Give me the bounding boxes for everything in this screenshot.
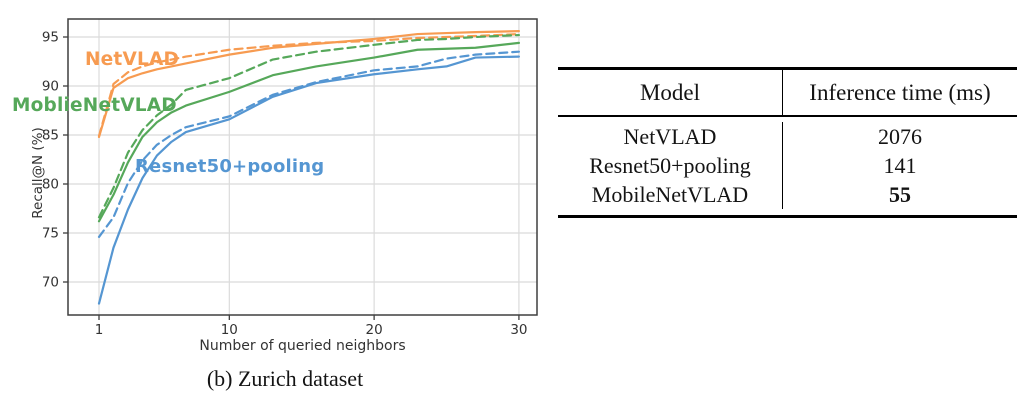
- table-row: Resnet50+pooling 141: [558, 151, 1017, 180]
- table-body: NetVLAD 2076 Resnet50+pooling 141 MobileNetV…: [558, 117, 1017, 215]
- y-tick-label: 70: [42, 275, 59, 291]
- recall-line-chart: 1 10 20 30 70 75 80 85 90 95 Recall@N (%) Number …: [12, 18, 538, 391]
- cell-model: MobileNetVLAD: [591, 182, 749, 207]
- series-moblienetvlad-dashed: [97, 33, 521, 219]
- axes-frame: [67, 18, 538, 316]
- cell-model: Resnet50+pooling: [589, 153, 751, 178]
- table-row: MobileNetVLAD 55: [558, 180, 1017, 209]
- y-tick-label: 80: [42, 177, 59, 193]
- table-row: NetVLAD 2076: [558, 122, 1017, 151]
- series-resnet50-pooling-dashed: [97, 50, 521, 239]
- table-header-inference-time: Inference time (ms): [781, 70, 1017, 115]
- x-tick-label: 30: [510, 322, 527, 338]
- cell-model: NetVLAD: [623, 124, 717, 149]
- y-tick-label: 95: [42, 30, 59, 46]
- inference-time-table: Model Inference time (ms) NetVLAD 2076 Res…: [558, 67, 1017, 218]
- chart-canvas: 1 10 20 30 70 75 80 85 90 95: [42, 18, 538, 338]
- cell-inference-time: 55: [781, 180, 1017, 209]
- series-label-mobilenetvlad: MoblieNetVLAD: [12, 95, 177, 116]
- series-netvlad-dashed: [97, 32, 521, 138]
- y-tick-label: 90: [42, 79, 59, 95]
- series-moblienetvlad-solid: [97, 41, 521, 223]
- series-netvlad-solid: [97, 30, 521, 139]
- y-tick-label: 75: [42, 226, 59, 242]
- x-axis-title: Number of queried neighbors: [199, 338, 406, 354]
- y-axis-title: Recall@N (%): [30, 127, 46, 219]
- x-tick-label: 10: [221, 322, 238, 338]
- cell-inference-time: 2076: [781, 122, 1017, 151]
- x-tick-label: 1: [95, 322, 104, 338]
- y-tick-label: 85: [42, 128, 59, 144]
- series-label-resnet50-pooling: Resnet50+pooling: [135, 156, 325, 177]
- cell-inference-time: 141: [781, 151, 1017, 180]
- table-header-row: Model Inference time (ms): [558, 70, 1017, 117]
- series-label-netvlad: NetVLAD: [85, 49, 180, 70]
- subfigure-caption: (b) Zurich dataset: [206, 366, 364, 391]
- table-header-model: Model: [639, 80, 701, 105]
- series-resnet50-pooling-solid: [97, 55, 521, 305]
- x-tick-label: 20: [366, 322, 383, 338]
